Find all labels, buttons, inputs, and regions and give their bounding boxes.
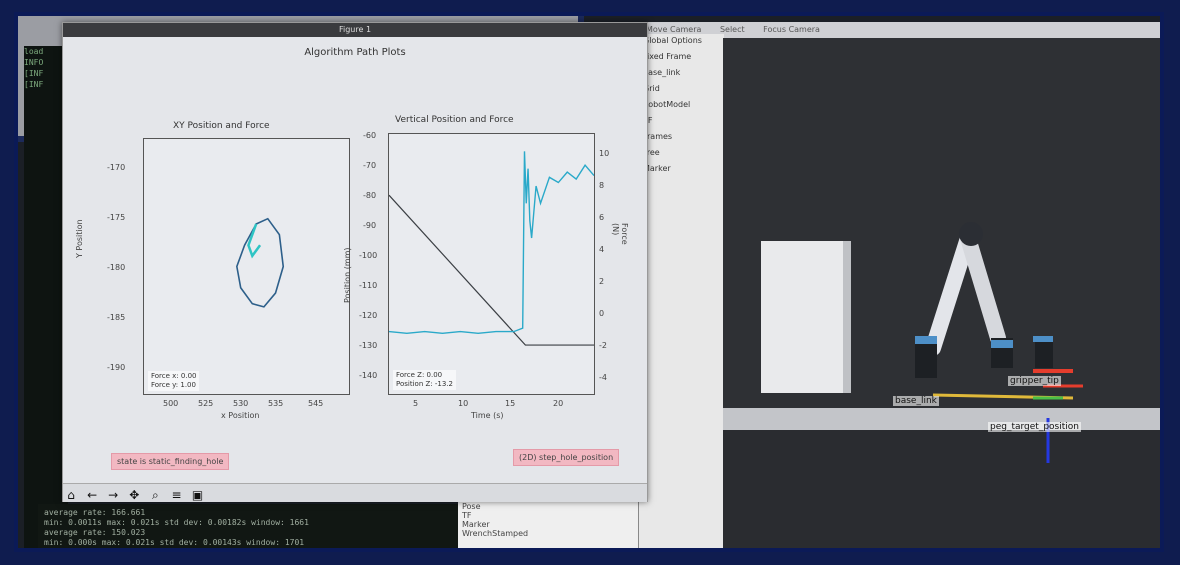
y-tick-right: 2 xyxy=(599,277,605,286)
vertical-legend: Force Z: 0.00 Position Z: -13.2 xyxy=(393,370,456,390)
x-tick: 525 xyxy=(198,399,214,408)
y-tick-right: 0 xyxy=(599,309,605,318)
y-tick-right: 4 xyxy=(599,245,605,254)
display-item[interactable]: TF xyxy=(639,114,724,130)
xy-path-line xyxy=(236,217,285,308)
rviz-display-list: Pose TF Marker WrenchStamped xyxy=(458,498,638,548)
vertical-ylabel: Position (mm) xyxy=(343,247,352,303)
display-item[interactable]: Grid xyxy=(643,84,660,93)
legend-entry: Force x: 0.00 xyxy=(151,372,197,380)
display-item[interactable]: RobotModel xyxy=(643,100,691,109)
terminal-line: average rate: 150.023 xyxy=(44,528,146,537)
y-tick: -60 xyxy=(363,131,377,140)
x-tick: 10 xyxy=(458,399,469,408)
y-tick: -110 xyxy=(359,281,378,290)
vertical-xlabel: Time (s) xyxy=(471,411,504,420)
back-arrow-icon[interactable]: ← xyxy=(87,488,98,502)
terminal-line: average rate: 166.661 xyxy=(44,508,146,517)
list-item[interactable]: TF xyxy=(462,511,472,520)
display-item[interactable]: Frames xyxy=(643,132,673,141)
terminal-left: load INFO [INF [INF xyxy=(24,46,68,548)
y-tick-right: -4 xyxy=(599,373,607,382)
y-tick: -190 xyxy=(107,363,126,372)
force-z-line xyxy=(388,151,595,335)
y-tick-right: 8 xyxy=(599,181,605,190)
home-icon[interactable]: ⌂ xyxy=(67,488,75,502)
x-tick: 5 xyxy=(413,399,419,408)
save-icon[interactable]: ▣ xyxy=(191,488,204,502)
tool-move-camera[interactable]: Move Camera xyxy=(646,25,702,34)
robot-arm-graphic xyxy=(915,222,1083,463)
y-tick-right: 6 xyxy=(599,213,605,222)
list-item[interactable]: WrenchStamped xyxy=(462,529,529,538)
figure-toolbar: ⌂ ← → ✥ ⌕ ≡ ▣ xyxy=(63,483,647,502)
state-button[interactable]: state is static_finding_hole xyxy=(111,453,230,470)
photo-frame: load INFO [INF [INF average rate: 166.661 m… xyxy=(14,12,1164,552)
xy-legend: Force x: 0.00 Force y: 1.00 xyxy=(148,371,200,391)
legend-entry: Force y: 1.00 xyxy=(151,381,196,389)
xy-plot-axes: Force x: 0.00 Force y: 1.00 xyxy=(143,138,350,395)
zoom-icon[interactable]: ⌕ xyxy=(152,488,159,502)
y-tick: -180 xyxy=(107,263,126,272)
x-tick: 535 xyxy=(268,399,284,408)
vertical-plot-title: Vertical Position and Force xyxy=(395,115,514,125)
y-tick: -90 xyxy=(363,221,377,230)
x-tick: 15 xyxy=(505,399,516,408)
y-tick-right: 10 xyxy=(599,149,610,158)
matplotlib-figure-window: Figure 1 Algorithm Path Plots XY Positio… xyxy=(62,22,648,502)
pan-icon[interactable]: ✥ xyxy=(129,488,140,502)
xy-plot-title: XY Position and Force xyxy=(173,121,270,131)
y-tick-right: -2 xyxy=(599,341,607,350)
y-tick: -175 xyxy=(107,213,126,222)
terminal-output: average rate: 166.661 min: 0.0011s max: … xyxy=(38,504,468,548)
tool-select[interactable]: Select xyxy=(719,25,745,34)
xy-recent-path-line xyxy=(247,223,262,259)
tf-label-peg-position: peg_target_position xyxy=(988,422,1081,432)
vertical-plot-axes: Force Z: 0.00 Position Z: -13.2 xyxy=(388,133,595,395)
tf-label-gripper-tip: gripper_tip xyxy=(1008,376,1061,386)
y-tick: -140 xyxy=(359,371,378,380)
display-item[interactable]: base_link xyxy=(643,68,681,77)
y-tick: -120 xyxy=(359,311,378,320)
tool-focus-camera[interactable]: Focus Camera xyxy=(763,25,820,34)
terminal-line: min: 0.0011s max: 0.021s std dev: 0.0018… xyxy=(44,518,309,527)
rviz-displays-panel: Global Options Fixed Frame base_link Gri… xyxy=(638,34,724,548)
box-object xyxy=(761,241,851,393)
list-item[interactable]: Marker xyxy=(462,520,490,529)
vertical-plot-svg xyxy=(388,151,595,346)
step-hole-position-button[interactable]: (2D) step_hole_position xyxy=(513,449,620,466)
position-z-line xyxy=(388,194,594,346)
xy-xlabel: x Position xyxy=(221,411,260,420)
x-tick: 20 xyxy=(553,399,564,408)
y-tick: -70 xyxy=(363,161,377,170)
display-item[interactable]: Fixed Frame xyxy=(643,52,692,61)
rviz-toolbar: Move Camera Select Focus Camera xyxy=(638,22,1160,38)
legend-entry: Position Z: -13.2 xyxy=(396,380,453,388)
legend-entry: Force Z: 0.00 xyxy=(396,371,443,379)
y-tick: -170 xyxy=(107,163,126,172)
configure-subplots-icon[interactable]: ≡ xyxy=(171,488,182,502)
list-item[interactable]: Pose xyxy=(462,502,481,511)
forward-arrow-icon[interactable]: → xyxy=(108,488,119,502)
display-item[interactable]: Global Options xyxy=(643,36,702,45)
vertical-ylabel-right: Force (N) xyxy=(611,223,629,245)
y-tick: -100 xyxy=(359,251,378,260)
terminal-line: min: 0.000s max: 0.021s std dev: 0.00143… xyxy=(44,538,305,547)
display-item[interactable]: Marker xyxy=(643,164,671,173)
xy-plot-svg xyxy=(236,217,285,308)
x-tick: 545 xyxy=(308,399,324,408)
rviz-3d-view[interactable]: gripper_tip base_link peg_target_positio… xyxy=(723,38,1160,548)
tf-label-base-link: base_link xyxy=(893,396,939,406)
y-tick: -185 xyxy=(107,313,126,322)
floor-shadow xyxy=(723,430,1160,548)
x-tick: 500 xyxy=(163,399,179,408)
y-tick: -80 xyxy=(363,191,377,200)
figure-suptitle: Algorithm Path Plots xyxy=(304,47,406,58)
y-tick: -130 xyxy=(359,341,378,350)
xy-ylabel: Y Position xyxy=(75,219,84,258)
display-item[interactable]: Tree xyxy=(643,148,660,157)
x-tick: 530 xyxy=(233,399,249,408)
window-title[interactable]: Figure 1 xyxy=(63,23,647,37)
